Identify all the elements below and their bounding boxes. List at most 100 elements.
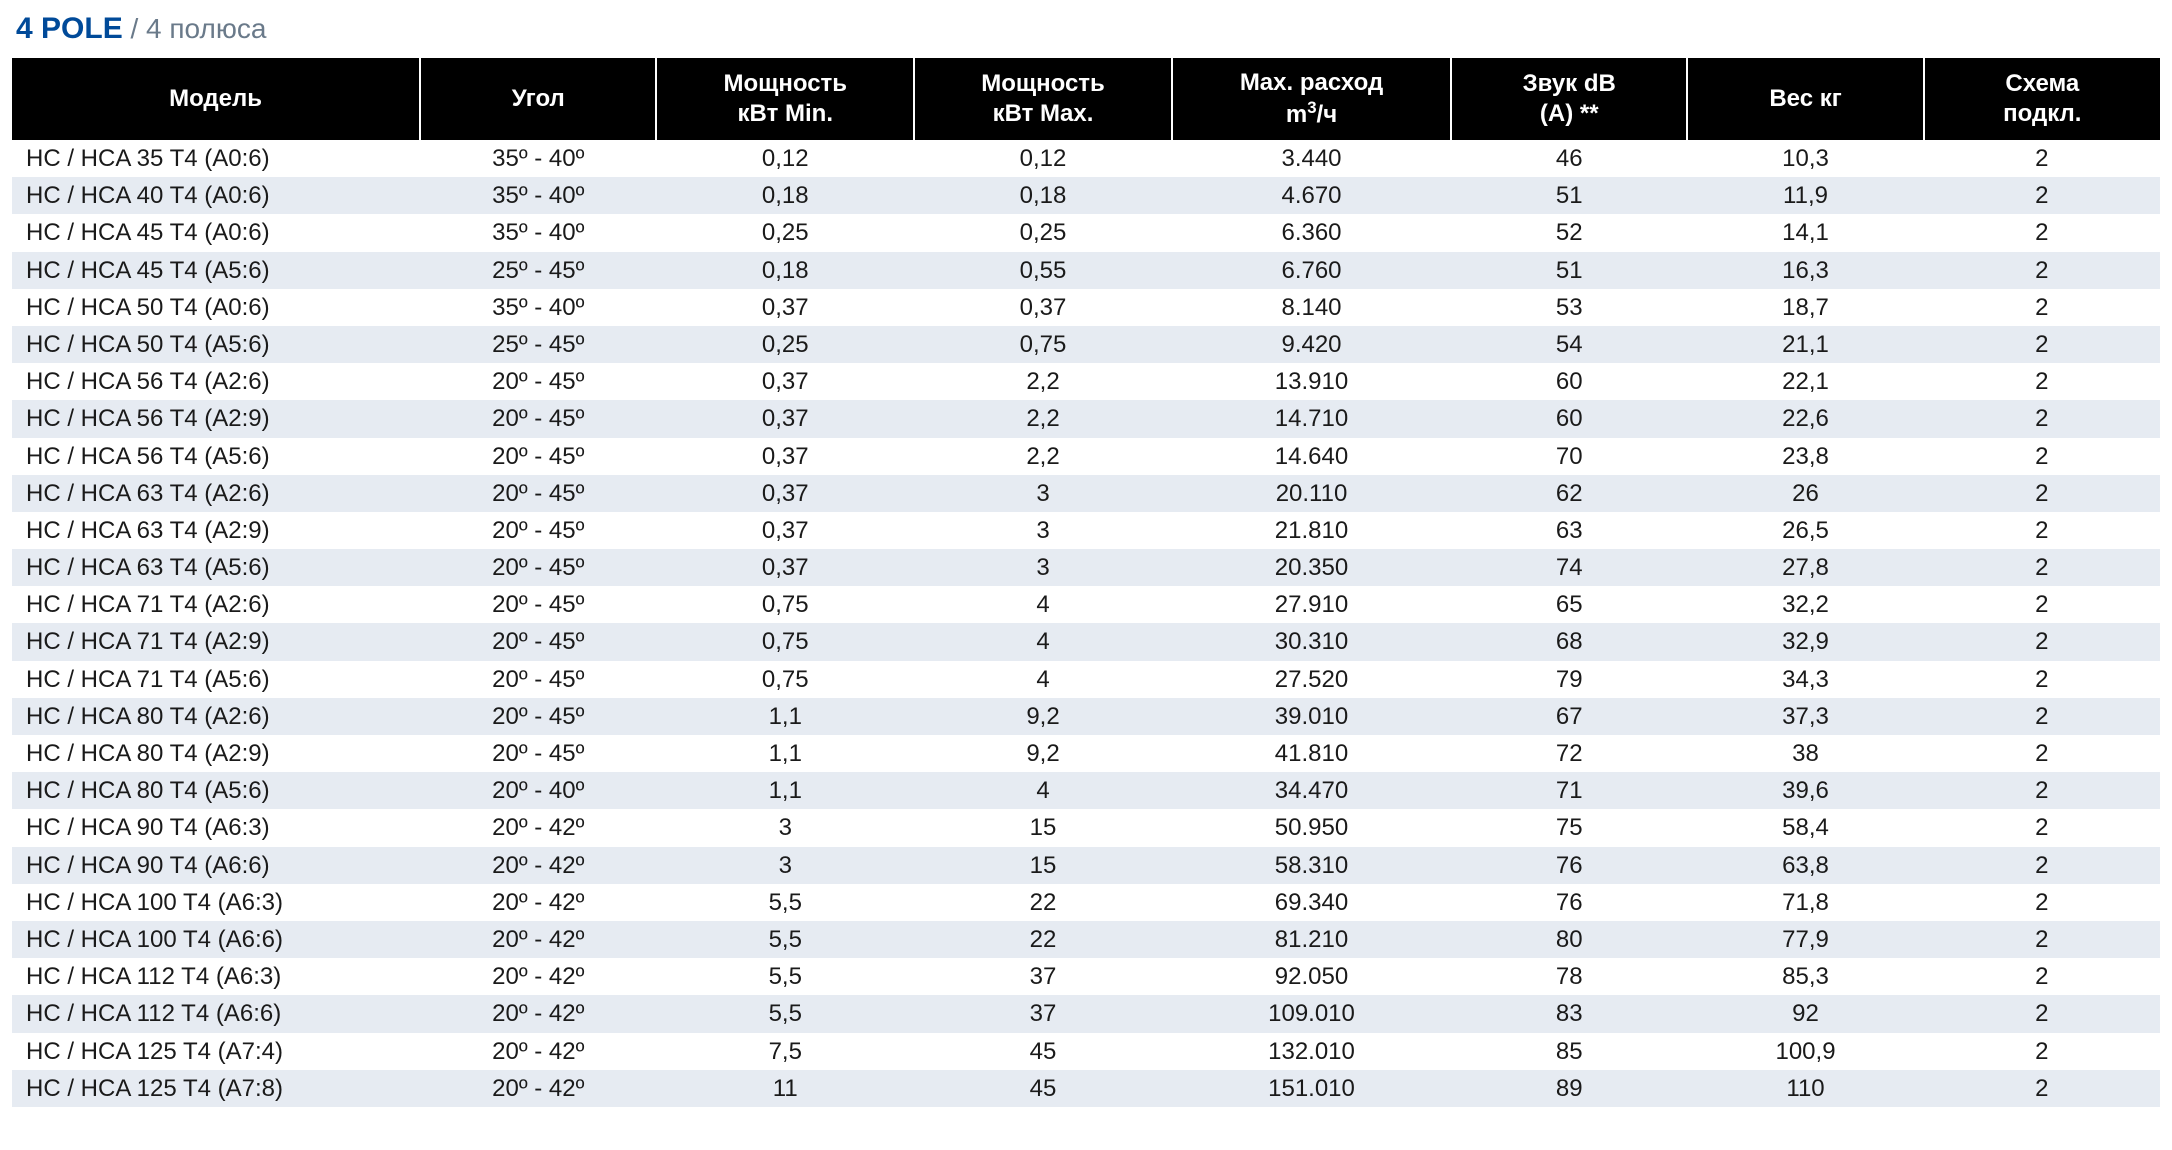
cell-pmin: 1,1 xyxy=(656,698,914,735)
cell-pmin: 0,25 xyxy=(656,214,914,251)
title-separator: / xyxy=(123,13,146,44)
cell-angle: 20º - 42º xyxy=(420,1033,656,1070)
cell-pmin: 0,37 xyxy=(656,289,914,326)
cell-model: HC / HCA 90 T4 (A6:6) xyxy=(12,847,420,884)
table-row: HC / HCA 90 T4 (A6:6)20º - 42º31558.3107… xyxy=(12,847,2160,884)
cell-pmin: 5,5 xyxy=(656,921,914,958)
table-row: HC / HCA 63 T4 (A5:6)20º - 45º0,37320.35… xyxy=(12,549,2160,586)
table-row: HC / HCA 45 T4 (A5:6)25º - 45º0,180,556.… xyxy=(12,252,2160,289)
cell-pmin: 5,5 xyxy=(656,958,914,995)
cell-flow: 14.710 xyxy=(1172,400,1451,437)
cell-sound: 80 xyxy=(1451,921,1687,958)
table-row: HC / HCA 112 T4 (A6:3)20º - 42º5,53792.0… xyxy=(12,958,2160,995)
table-row: HC / HCA 56 T4 (A2:9)20º - 45º0,372,214.… xyxy=(12,400,2160,437)
cell-weight: 63,8 xyxy=(1687,847,1923,884)
cell-pmin: 1,1 xyxy=(656,772,914,809)
table-row: HC / HCA 125 T4 (A7:8)20º - 42º1145151.0… xyxy=(12,1070,2160,1107)
cell-weight: 37,3 xyxy=(1687,698,1923,735)
cell-weight: 32,9 xyxy=(1687,623,1923,660)
cell-scheme: 2 xyxy=(1924,289,2160,326)
cell-scheme: 2 xyxy=(1924,698,2160,735)
cell-scheme: 2 xyxy=(1924,326,2160,363)
cell-pmax: 9,2 xyxy=(914,698,1172,735)
cell-pmax: 0,12 xyxy=(914,140,1172,177)
cell-weight: 11,9 xyxy=(1687,177,1923,214)
cell-flow: 13.910 xyxy=(1172,363,1451,400)
cell-angle: 20º - 45º xyxy=(420,438,656,475)
cell-weight: 58,4 xyxy=(1687,809,1923,846)
cell-scheme: 2 xyxy=(1924,772,2160,809)
cell-flow: 69.340 xyxy=(1172,884,1451,921)
table-row: HC / HCA 100 T4 (A6:6)20º - 42º5,52281.2… xyxy=(12,921,2160,958)
cell-pmax: 0,75 xyxy=(914,326,1172,363)
cell-sound: 63 xyxy=(1451,512,1687,549)
cell-scheme: 2 xyxy=(1924,847,2160,884)
cell-model: HC / HCA 56 T4 (A2:9) xyxy=(12,400,420,437)
cell-pmax: 0,18 xyxy=(914,177,1172,214)
cell-model: HC / HCA 80 T4 (A2:9) xyxy=(12,735,420,772)
cell-model: HC / HCA 100 T4 (A6:3) xyxy=(12,884,420,921)
cell-scheme: 2 xyxy=(1924,586,2160,623)
cell-pmin: 1,1 xyxy=(656,735,914,772)
cell-scheme: 2 xyxy=(1924,438,2160,475)
cell-scheme: 2 xyxy=(1924,475,2160,512)
cell-scheme: 2 xyxy=(1924,884,2160,921)
table-row: HC / HCA 90 T4 (A6:3)20º - 42º31550.9507… xyxy=(12,809,2160,846)
cell-model: HC / HCA 71 T4 (A2:9) xyxy=(12,623,420,660)
cell-sound: 76 xyxy=(1451,884,1687,921)
cell-model: HC / HCA 56 T4 (A2:6) xyxy=(12,363,420,400)
cell-pmin: 0,37 xyxy=(656,363,914,400)
cell-weight: 92 xyxy=(1687,995,1923,1032)
cell-pmax: 22 xyxy=(914,921,1172,958)
cell-sound: 79 xyxy=(1451,661,1687,698)
cell-angle: 20º - 45º xyxy=(420,586,656,623)
cell-sound: 83 xyxy=(1451,995,1687,1032)
cell-model: HC / HCA 63 T4 (A2:9) xyxy=(12,512,420,549)
title-light: 4 полюса xyxy=(146,13,266,44)
cell-sound: 74 xyxy=(1451,549,1687,586)
cell-scheme: 2 xyxy=(1924,400,2160,437)
cell-sound: 85 xyxy=(1451,1033,1687,1070)
cell-weight: 16,3 xyxy=(1687,252,1923,289)
cell-angle: 20º - 42º xyxy=(420,995,656,1032)
cell-pmin: 11 xyxy=(656,1070,914,1107)
cell-flow: 21.810 xyxy=(1172,512,1451,549)
cell-weight: 85,3 xyxy=(1687,958,1923,995)
cell-sound: 76 xyxy=(1451,847,1687,884)
table-row: HC / HCA 80 T4 (A5:6)20º - 40º1,1434.470… xyxy=(12,772,2160,809)
cell-angle: 35º - 40º xyxy=(420,140,656,177)
cell-weight: 32,2 xyxy=(1687,586,1923,623)
cell-flow: 27.520 xyxy=(1172,661,1451,698)
cell-weight: 22,6 xyxy=(1687,400,1923,437)
col-header-scheme: Схемаподкл. xyxy=(1924,58,2160,140)
cell-sound: 68 xyxy=(1451,623,1687,660)
table-row: HC / HCA 125 T4 (A7:4)20º - 42º7,545132.… xyxy=(12,1033,2160,1070)
cell-model: HC / HCA 80 T4 (A5:6) xyxy=(12,772,420,809)
cell-angle: 20º - 42º xyxy=(420,884,656,921)
cell-model: HC / HCA 71 T4 (A2:6) xyxy=(12,586,420,623)
cell-angle: 20º - 42º xyxy=(420,809,656,846)
cell-sound: 78 xyxy=(1451,958,1687,995)
cell-scheme: 2 xyxy=(1924,140,2160,177)
cell-flow: 14.640 xyxy=(1172,438,1451,475)
table-row: HC / HCA 80 T4 (A2:9)20º - 45º1,19,241.8… xyxy=(12,735,2160,772)
col-header-pmin: МощностькВт Min. xyxy=(656,58,914,140)
title-bold: 4 POLE xyxy=(16,12,123,45)
cell-model: HC / HCA 35 T4 (A0:6) xyxy=(12,140,420,177)
cell-sound: 51 xyxy=(1451,252,1687,289)
cell-angle: 20º - 45º xyxy=(420,512,656,549)
cell-pmax: 2,2 xyxy=(914,400,1172,437)
cell-weight: 27,8 xyxy=(1687,549,1923,586)
table-row: HC / HCA 56 T4 (A2:6)20º - 45º0,372,213.… xyxy=(12,363,2160,400)
cell-angle: 20º - 42º xyxy=(420,847,656,884)
cell-scheme: 2 xyxy=(1924,177,2160,214)
cell-pmax: 0,55 xyxy=(914,252,1172,289)
cell-flow: 50.950 xyxy=(1172,809,1451,846)
cell-weight: 110 xyxy=(1687,1070,1923,1107)
cell-pmin: 0,12 xyxy=(656,140,914,177)
cell-scheme: 2 xyxy=(1924,363,2160,400)
cell-pmax: 22 xyxy=(914,884,1172,921)
cell-pmin: 3 xyxy=(656,809,914,846)
cell-pmin: 0,37 xyxy=(656,549,914,586)
cell-pmin: 0,37 xyxy=(656,400,914,437)
